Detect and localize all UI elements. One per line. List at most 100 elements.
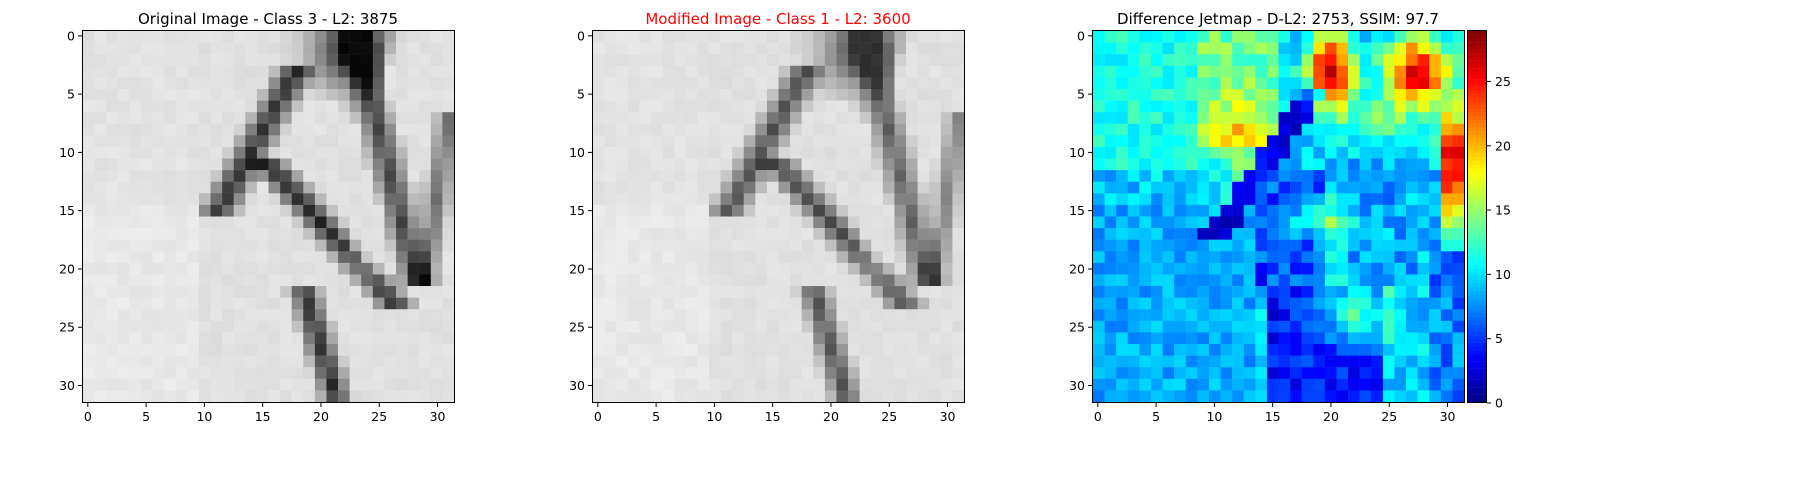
pixel-cell	[419, 100, 432, 113]
pixel-cell	[1174, 54, 1186, 67]
pixel-cell	[1290, 228, 1302, 240]
pixel-cell	[1452, 42, 1464, 55]
pixel-cell	[1162, 320, 1175, 333]
pixel-cell	[801, 54, 814, 67]
pixel-cell	[1440, 332, 1453, 345]
pixel-cell	[627, 65, 640, 78]
pixel-cell	[824, 286, 837, 298]
pixel-cell	[1266, 158, 1279, 171]
pixel-cell	[743, 31, 756, 43]
pixel-cell	[906, 31, 918, 43]
pixel-cell	[848, 42, 860, 55]
pixel-cell	[894, 181, 907, 194]
pixel-cell	[929, 320, 942, 333]
pixel-cell	[140, 123, 153, 136]
pixel-cell	[407, 42, 420, 55]
pixel-cell	[952, 42, 964, 55]
pixel-cell	[1208, 216, 1221, 229]
pixel-cell	[245, 390, 258, 402]
colorbar-step	[1468, 131, 1486, 136]
pixel-cell	[117, 112, 130, 124]
pixel-cell	[639, 100, 652, 113]
pixel-cell	[129, 135, 142, 148]
pixel-cell	[1197, 100, 1210, 113]
pixel-cell	[824, 88, 837, 101]
pixel-cell	[1150, 193, 1163, 206]
pixel-cell	[674, 297, 686, 310]
pixel-cell	[1162, 31, 1175, 43]
pixel-cell	[1429, 158, 1442, 171]
colorbar-tick-label: 10	[1495, 267, 1511, 282]
pixel-cell	[1243, 146, 1256, 159]
pixel-cell	[430, 158, 443, 171]
pixel-cell	[732, 100, 744, 113]
pixel-cell	[1185, 378, 1198, 391]
pixel-cell	[210, 390, 223, 402]
pixel-cell	[627, 239, 640, 252]
pixel-cell	[1220, 65, 1233, 78]
pixel-cell	[1406, 65, 1418, 78]
pixel-cell	[326, 262, 339, 275]
pixel-cell	[291, 193, 304, 206]
pixel-cell	[627, 286, 640, 298]
pixel-cell	[1324, 181, 1337, 194]
pixel-cell	[198, 332, 211, 345]
pixel-cell	[222, 390, 234, 402]
pixel-cell	[106, 31, 119, 43]
pixel-cell	[1185, 112, 1198, 124]
pixel-cell	[1104, 88, 1117, 101]
pixel-cell	[442, 170, 454, 182]
pixel-cell	[778, 100, 791, 113]
pixel-cell	[83, 378, 95, 391]
pixel-cell	[1139, 332, 1152, 345]
pixel-cell	[824, 42, 837, 55]
pixel-cell	[1139, 355, 1152, 368]
pixel-cell	[106, 332, 119, 345]
pixel-cell	[1266, 262, 1279, 275]
pixel-cell	[639, 181, 652, 194]
pixel-cell	[766, 274, 779, 287]
pixel-cell	[1139, 88, 1152, 101]
pixel-cell	[720, 158, 733, 171]
pixel-cell	[1359, 320, 1372, 333]
pixel-cell	[940, 170, 953, 182]
pixel-cell	[1093, 239, 1105, 252]
pixel-cell	[361, 88, 374, 101]
pixel-cell	[1278, 146, 1291, 159]
x-tick-label: 15	[765, 409, 781, 424]
pixel-cell	[1394, 286, 1407, 298]
pixel-cell	[755, 297, 768, 310]
pixel-cell	[1185, 65, 1198, 78]
pixel-cell	[1220, 320, 1233, 333]
pixel-cell	[593, 390, 605, 402]
colorbar-tick-label: 5	[1495, 331, 1503, 346]
pixel-cell	[303, 216, 316, 229]
pixel-cell	[291, 297, 304, 310]
pixel-cell	[1208, 320, 1221, 333]
pixel-cell	[210, 239, 223, 252]
pixel-cell	[1371, 112, 1384, 124]
pixel-cell	[303, 170, 316, 182]
pixel-cell	[593, 378, 605, 391]
pixel-cell	[1104, 54, 1117, 67]
pixel-cell	[1243, 262, 1256, 275]
pixel-cell	[83, 309, 95, 322]
y-tick-label: 15	[59, 203, 75, 218]
pixel-cell	[233, 77, 246, 90]
pixel-cell	[106, 274, 119, 287]
pixel-cell	[187, 204, 200, 217]
pixel-cell	[1255, 42, 1268, 55]
pixel-cell	[593, 112, 605, 124]
pixel-cell	[871, 274, 884, 287]
pixel-cell	[871, 297, 884, 310]
colorbar-step	[1468, 53, 1486, 58]
colorbar-step	[1468, 394, 1486, 399]
pixel-cell	[256, 42, 269, 55]
pixel-cell	[94, 367, 107, 380]
pixel-cell	[430, 54, 443, 67]
pixel-cell	[882, 77, 895, 90]
pixel-cell	[187, 77, 200, 90]
pixel-cell	[790, 123, 802, 136]
pixel-cell	[790, 332, 802, 345]
pixel-cell	[1382, 367, 1395, 380]
